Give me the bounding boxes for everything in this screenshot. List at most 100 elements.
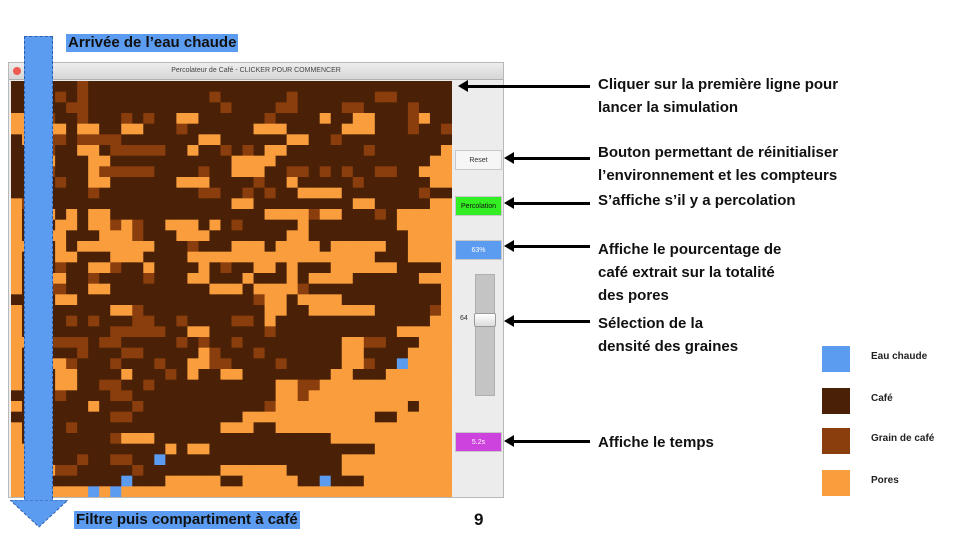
cafe-cell[interactable] — [264, 134, 277, 146]
cafe-cell[interactable] — [231, 134, 243, 146]
cafe-cell[interactable] — [242, 123, 254, 135]
cafe-cell[interactable] — [231, 262, 243, 274]
cafe-cell[interactable] — [308, 155, 321, 167]
cafe-cell[interactable] — [352, 315, 365, 327]
cafe-cell[interactable] — [154, 433, 166, 445]
grain-cell[interactable] — [341, 102, 354, 114]
pore-cell[interactable] — [198, 347, 210, 359]
cafe-cell[interactable] — [286, 326, 299, 338]
pore-cell[interactable] — [11, 113, 23, 125]
cafe-cell[interactable] — [165, 123, 177, 135]
cafe-cell[interactable] — [132, 358, 144, 370]
cafe-cell[interactable] — [242, 401, 254, 413]
cafe-cell[interactable] — [132, 475, 144, 487]
pore-cell[interactable] — [297, 486, 310, 497]
pore-cell[interactable] — [11, 454, 23, 466]
cafe-cell[interactable] — [99, 443, 111, 455]
pore-cell[interactable] — [143, 433, 155, 445]
cafe-cell[interactable] — [385, 219, 398, 231]
cafe-cell[interactable] — [319, 198, 332, 210]
cafe-cell[interactable] — [374, 177, 387, 189]
cafe-cell[interactable] — [165, 305, 177, 317]
cafe-cell[interactable] — [110, 422, 122, 434]
pore-cell[interactable] — [99, 209, 111, 221]
cafe-cell[interactable] — [308, 443, 321, 455]
cafe-cell[interactable] — [220, 166, 232, 178]
pore-cell[interactable] — [330, 433, 343, 445]
cafe-cell[interactable] — [88, 337, 100, 349]
pore-cell[interactable] — [352, 337, 365, 349]
cafe-cell[interactable] — [429, 145, 442, 157]
pore-cell[interactable] — [286, 283, 299, 295]
cafe-cell[interactable] — [176, 390, 188, 402]
pore-cell[interactable] — [429, 155, 442, 167]
cafe-cell[interactable] — [154, 102, 166, 114]
pore-cell[interactable] — [198, 177, 210, 189]
pore-cell[interactable] — [176, 219, 188, 231]
grain-cell[interactable] — [143, 113, 155, 125]
pore-cell[interactable] — [407, 454, 420, 466]
pore-cell[interactable] — [187, 326, 199, 338]
cafe-cell[interactable] — [176, 465, 188, 477]
cafe-cell[interactable] — [374, 358, 387, 370]
pore-cell[interactable] — [220, 283, 232, 295]
pore-cell[interactable] — [440, 198, 452, 210]
grain-cell[interactable] — [110, 411, 122, 423]
grain-cell[interactable] — [88, 134, 100, 146]
cafe-cell[interactable] — [176, 422, 188, 434]
pore-cell[interactable] — [341, 305, 354, 317]
cafe-cell[interactable] — [220, 219, 232, 231]
pore-cell[interactable] — [440, 230, 452, 242]
cafe-cell[interactable] — [198, 390, 210, 402]
cafe-cell[interactable] — [165, 347, 177, 359]
cafe-cell[interactable] — [341, 230, 354, 242]
cafe-cell[interactable] — [154, 91, 166, 103]
pore-cell[interactable] — [253, 475, 265, 487]
pore-cell[interactable] — [176, 230, 188, 242]
pore-cell[interactable] — [440, 379, 452, 391]
pore-cell[interactable] — [253, 251, 265, 263]
cafe-cell[interactable] — [341, 294, 354, 306]
grain-cell[interactable] — [264, 113, 277, 125]
cafe-cell[interactable] — [121, 294, 133, 306]
pore-cell[interactable] — [297, 134, 310, 146]
pore-cell[interactable] — [264, 251, 277, 263]
cafe-cell[interactable] — [231, 209, 243, 221]
cafe-cell[interactable] — [220, 305, 232, 317]
pore-cell[interactable] — [363, 241, 376, 253]
cafe-cell[interactable] — [209, 315, 221, 327]
grain-cell[interactable] — [99, 134, 111, 146]
cafe-cell[interactable] — [187, 422, 199, 434]
cafe-cell[interactable] — [143, 294, 155, 306]
cafe-cell[interactable] — [231, 294, 243, 306]
pore-cell[interactable] — [418, 166, 431, 178]
cafe-cell[interactable] — [330, 443, 343, 455]
cafe-cell[interactable] — [341, 315, 354, 327]
pore-cell[interactable] — [297, 251, 310, 263]
cafe-cell[interactable] — [143, 219, 155, 231]
cafe-cell[interactable] — [121, 358, 133, 370]
cafe-cell[interactable] — [209, 155, 221, 167]
cafe-cell[interactable] — [154, 475, 166, 487]
pore-cell[interactable] — [132, 486, 144, 497]
cafe-cell[interactable] — [176, 187, 188, 199]
cafe-cell[interactable] — [132, 177, 144, 189]
cafe-cell[interactable] — [297, 262, 310, 274]
cafe-cell[interactable] — [275, 273, 288, 285]
pore-cell[interactable] — [275, 123, 288, 135]
simulation-grid[interactable] — [11, 81, 452, 497]
grain-cell[interactable] — [55, 262, 67, 274]
grain-cell[interactable] — [198, 337, 210, 349]
pore-cell[interactable] — [440, 433, 452, 445]
cafe-cell[interactable] — [396, 241, 409, 253]
cafe-cell[interactable] — [352, 209, 365, 221]
cafe-cell[interactable] — [99, 315, 111, 327]
cafe-cell[interactable] — [209, 422, 221, 434]
cafe-cell[interactable] — [176, 433, 188, 445]
grain-cell[interactable] — [374, 91, 387, 103]
cafe-cell[interactable] — [88, 305, 100, 317]
pore-cell[interactable] — [220, 465, 232, 477]
cafe-cell[interactable] — [385, 315, 398, 327]
cafe-cell[interactable] — [396, 177, 409, 189]
pore-cell[interactable] — [319, 379, 332, 391]
